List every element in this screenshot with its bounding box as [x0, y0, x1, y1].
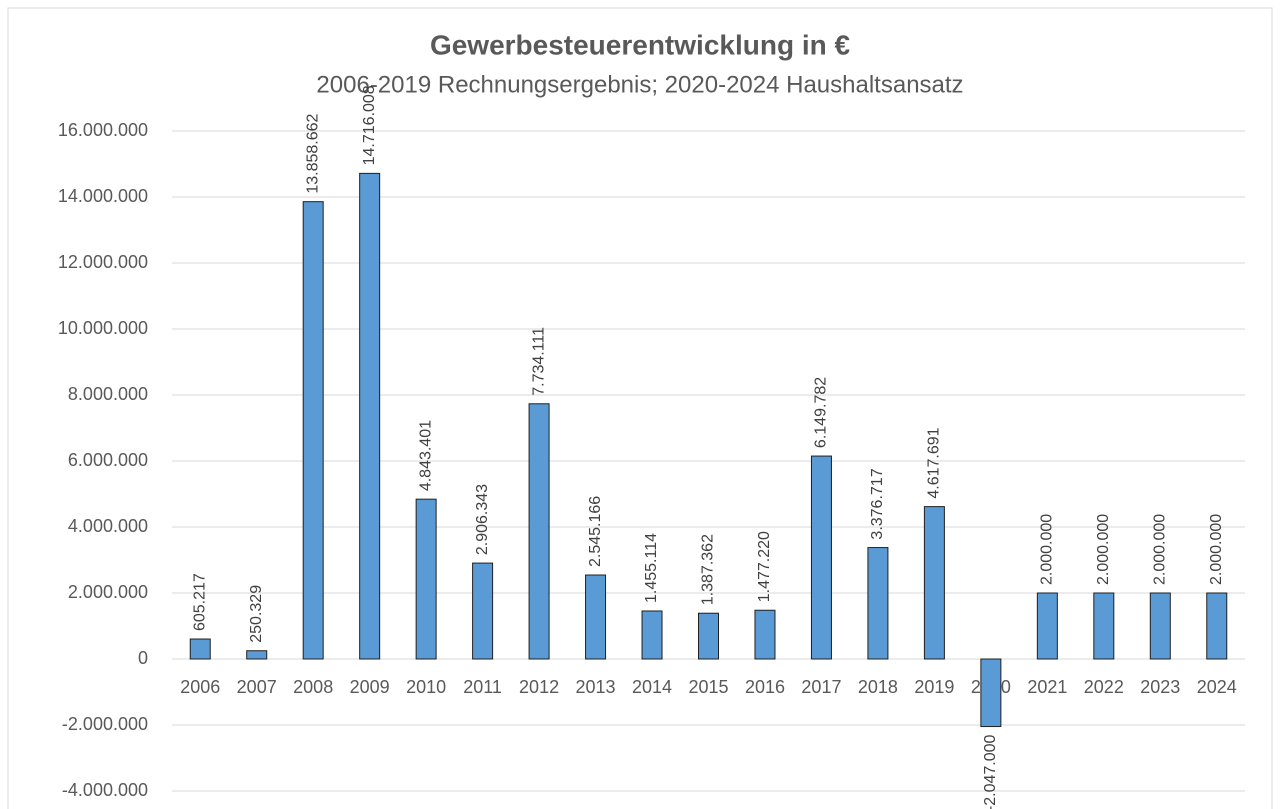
- bar: [1093, 592, 1115, 660]
- data-label: 6.149.782: [813, 377, 830, 448]
- bar: [810, 455, 832, 660]
- data-label: 14.716.008: [361, 85, 378, 165]
- data-label: 2.000.000: [1208, 514, 1225, 585]
- data-label: 2.000.000: [1152, 514, 1169, 585]
- x-tick-label: 2022: [1084, 677, 1124, 697]
- bar: [867, 547, 889, 660]
- y-tick-label: 8.000.000: [68, 384, 148, 404]
- bar: [980, 658, 1002, 728]
- x-tick-label: 2015: [688, 677, 728, 697]
- x-tick-label: 2021: [1027, 677, 1067, 697]
- bar: [359, 172, 381, 660]
- bar: [246, 650, 268, 660]
- bar: [302, 201, 324, 660]
- data-label: 4.617.691: [926, 427, 943, 498]
- data-label: 3.376.717: [869, 468, 886, 539]
- y-tick-label: 6.000.000: [68, 450, 148, 470]
- data-label: 4.843.401: [417, 420, 434, 491]
- x-tick-label: 2012: [519, 677, 559, 697]
- y-tick-label: 10.000.000: [58, 318, 148, 338]
- data-label: 605.217: [191, 573, 208, 631]
- data-label: 250.329: [248, 585, 265, 643]
- chart-title: Gewerbesteuerentwicklung in €: [430, 29, 851, 60]
- bar: [472, 562, 494, 660]
- data-label: 1.477.220: [756, 531, 773, 602]
- data-label: 2.906.343: [474, 484, 491, 555]
- x-tick-label: 2019: [914, 677, 954, 697]
- x-tick-label: 2017: [801, 677, 841, 697]
- bar: [698, 612, 719, 660]
- data-label: 7.734.111: [530, 327, 547, 396]
- y-tick-label: -4.000.000: [62, 780, 148, 800]
- x-tick-label: 2016: [745, 677, 785, 697]
- bar: [641, 610, 663, 660]
- chart-subtitle: 2006-2019 Rechnungsergebnis; 2020-2024 H…: [316, 71, 963, 98]
- bar: [1149, 592, 1171, 660]
- y-tick-label: 4.000.000: [68, 516, 148, 536]
- y-tick-label: 0: [138, 648, 148, 668]
- bar: [1206, 592, 1228, 660]
- data-label: 2.545.166: [587, 496, 604, 567]
- y-tick-label: 16.000.000: [58, 120, 148, 140]
- x-tick-label: 2008: [293, 677, 333, 697]
- x-tick-label: 2010: [406, 677, 446, 697]
- x-tick-label: 2023: [1140, 677, 1180, 697]
- y-tick-label: 2.000.000: [68, 582, 148, 602]
- bar: [528, 403, 550, 660]
- data-label: 13.858.662: [304, 113, 321, 193]
- chart-frame: [7, 7, 1273, 809]
- x-tick-label: 2009: [350, 677, 390, 697]
- data-label: 2.000.000: [1095, 514, 1112, 585]
- bar: [189, 638, 211, 660]
- data-label: 1.387.362: [700, 534, 717, 605]
- data-label: 1.455.114: [643, 533, 660, 603]
- x-tick-label: 2011: [463, 677, 502, 697]
- x-tick-label: 2007: [237, 677, 277, 697]
- data-label: -2.047.000: [982, 734, 999, 809]
- bar: [1036, 592, 1058, 660]
- y-tick-label: 14.000.000: [58, 186, 148, 206]
- bar: [923, 506, 945, 660]
- data-label: 2.000.000: [1039, 514, 1056, 585]
- x-tick-label: 2006: [180, 677, 220, 697]
- y-tick-label: -2.000.000: [62, 714, 148, 734]
- x-tick-label: 2024: [1197, 677, 1237, 697]
- bar: [415, 498, 437, 660]
- bar: [754, 609, 776, 660]
- y-tick-label: 12.000.000: [58, 252, 148, 272]
- x-tick-label: 2014: [632, 677, 672, 697]
- bar: [585, 574, 607, 660]
- x-tick-label: 2013: [576, 677, 616, 697]
- x-tick-label: 2018: [858, 677, 898, 697]
